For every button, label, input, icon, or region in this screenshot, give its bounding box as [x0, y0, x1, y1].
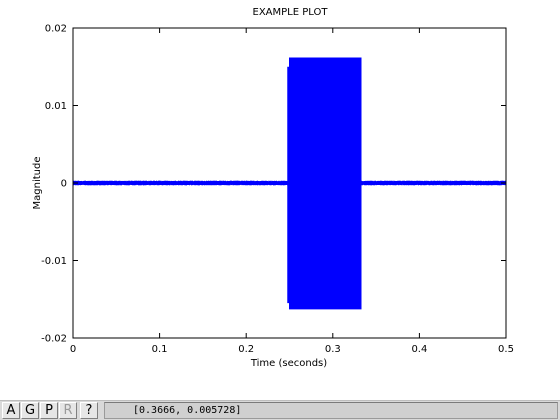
y-tick-label: -0.01 — [41, 256, 67, 267]
rotate-button: R — [59, 402, 77, 419]
grid-button[interactable]: G — [21, 402, 39, 419]
autoscale-button[interactable]: A — [2, 402, 20, 419]
signal-series — [72, 57, 507, 310]
x-axis-ticks: 0 0.1 0.2 0.3 0.4 0.5 — [70, 28, 514, 355]
chart-title: EXAMPLE PLOT — [253, 7, 329, 18]
plot-figure: EXAMPLE PLOT 0 0.1 0.2 0.3 0.4 0.5 -0.02 -0.01… — [32, 7, 514, 369]
signal-segment — [360, 180, 507, 186]
x-tick-label: 0.1 — [152, 344, 168, 355]
y-tick-label: 0.02 — [45, 24, 67, 35]
y-axis-ticks: -0.02 -0.01 0 0.01 0.02 — [41, 24, 506, 345]
x-tick-label: 0.3 — [325, 344, 341, 355]
plot-toolbar: A G P R ? [0.3666, 0.005728] — [0, 400, 560, 420]
y-axis-label: Magnitude — [32, 157, 43, 210]
signal-segment — [289, 57, 362, 310]
x-tick-label: 0.4 — [411, 344, 427, 355]
coordinate-readout: [0.3666, 0.005728] — [104, 402, 558, 419]
x-tick-label: 0.5 — [498, 344, 514, 355]
y-tick-label: -0.02 — [41, 334, 67, 345]
help-button[interactable]: ? — [80, 402, 98, 419]
x-axis-label: Time (seconds) — [250, 358, 327, 369]
pan-button[interactable]: P — [40, 402, 58, 419]
x-tick-label: 0.2 — [238, 344, 254, 355]
y-tick-label: 0 — [61, 179, 67, 190]
y-tick-label: 0.01 — [45, 101, 67, 112]
signal-segment — [72, 180, 288, 186]
x-tick-label: 0 — [70, 344, 76, 355]
